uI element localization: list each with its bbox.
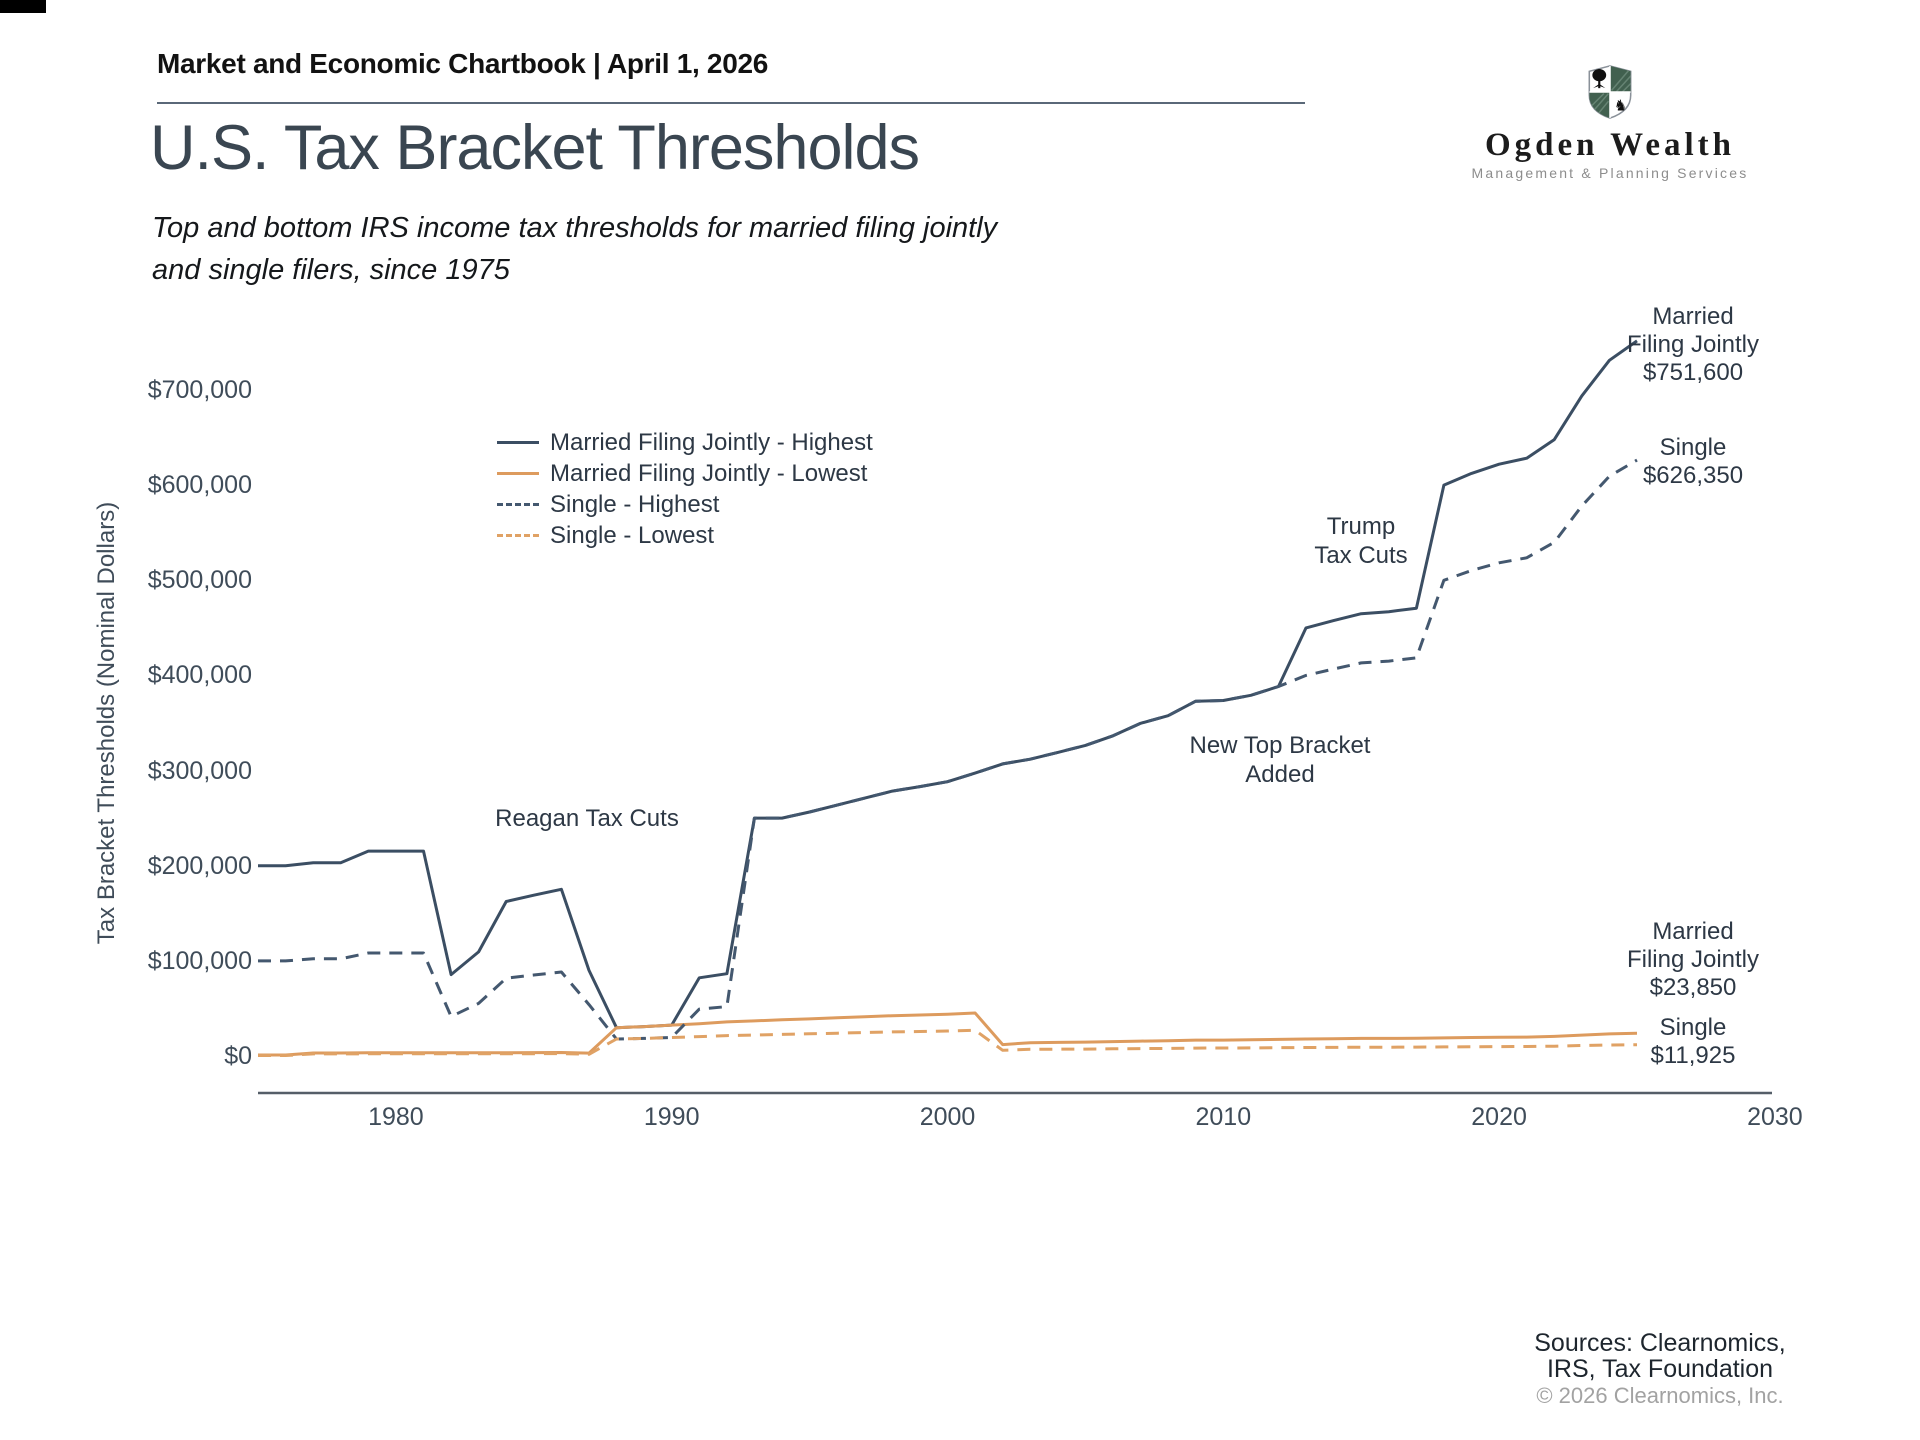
annotation-new-top-bracket: New Top Bracket Added [1120,731,1440,789]
y-tick-label: $100,000 [147,946,252,975]
sources-line2: IRS, Tax Foundation [1546,1355,1774,1383]
end-value-mfj-highest: $751,600 [1642,359,1744,386]
legend-label: Married Filing Jointly - Highest [550,428,873,456]
legend-label: Single - Highest [550,490,720,518]
y-axis-title: Tax Bracket Thresholds (Nominal Dollars) [93,501,120,945]
end-label-mfj-highest: Married Filing Jointly $751,600 [1583,303,1803,387]
y-tick-label: $300,000 [147,756,252,785]
legend-swatch-dashed-orange-icon [497,534,539,537]
legend-swatch-solid-navy-icon [497,441,539,444]
legend-label: Single - Lowest [550,521,715,549]
y-tick-label: $700,000 [147,375,252,404]
sources-block: Sources: Clearnomics, IRS, Tax Foundatio… [1500,1330,1820,1409]
sources-line1: Sources: Clearnomics, [1534,1329,1786,1357]
chart-legend: Married Filing Jointly - Highest Married… [497,427,873,551]
end-value-mfj-lowest: $23,850 [1649,974,1737,1001]
x-tick-label: 1980 [368,1103,424,1131]
x-tick-label: 2030 [1747,1103,1803,1131]
y-tick-label: $400,000 [147,661,252,690]
y-tick-label: $600,000 [147,471,252,500]
y-tick-label: $200,000 [147,851,252,880]
page-title: U.S. Tax Bracket Thresholds [150,113,920,183]
logo-shield-icon: ♞ [1588,65,1632,119]
legend-row-single-highest: Single - Highest [497,489,873,520]
x-tick-label: 1990 [643,1103,700,1131]
logo-lion-glyph: ♞ [1614,96,1628,114]
x-tick-label: 2010 [1195,1103,1252,1131]
end-label-mfj-lowest: Married Filing Jointly $23,850 [1583,918,1803,1002]
page-subtitle: Top and bottom IRS income tax thresholds… [152,207,997,291]
end-label-single-highest: Single $626,350 [1583,434,1803,490]
series-line-married-filing-jointly-highest [258,339,1638,1030]
y-tick-label: $500,000 [147,566,252,595]
company-logo: ♞ Ogden Wealth Management & Planning Ser… [1455,64,1765,181]
logo-tagline: Management & Planning Services [1471,165,1749,181]
annotation-trump-tax-cuts-line2: Tax Cuts [1314,542,1408,569]
chartbook-header: Market and Economic Chartbook | April 1,… [157,48,769,79]
series-line-married-filing-jointly-lowest [258,1011,1638,1057]
logo-name: Ogden Wealth [1484,127,1735,163]
series-line-single-highest [258,458,1638,1041]
annotation-reagan-tax-cuts: Reagan Tax Cuts [495,805,679,832]
legend-row-mfj-lowest: Married Filing Jointly - Lowest [497,458,873,489]
page-subtitle-line2: and single filers, since 1975 [152,254,510,286]
legend-swatch-dashed-navy-icon [497,503,539,506]
end-label-single-lowest: Single $11,925 [1583,1014,1803,1070]
annotation-new-top-bracket-line1: New Top Bracket [1189,732,1371,759]
legend-row-single-lowest: Single - Lowest [497,520,873,551]
legend-swatch-solid-orange-icon [497,472,539,475]
screen-corner-artifact [0,0,46,13]
end-value-single-highest: $626,350 [1642,462,1744,489]
x-tick-label: 2020 [1471,1103,1527,1131]
x-tick-label: 2000 [919,1103,976,1131]
annotation-new-top-bracket-line2: Added [1245,761,1315,788]
series-line-single-lowest [258,1028,1638,1057]
page-subtitle-line1: Top and bottom IRS income tax thresholds… [152,212,998,244]
series-lines-group [258,339,1638,1057]
legend-label: Married Filing Jointly - Lowest [550,459,868,487]
end-value-single-lowest: $11,925 [1650,1042,1736,1069]
copyright-line: © 2026 Clearnomics, Inc. [1536,1383,1784,1408]
legend-row-mfj-highest: Married Filing Jointly - Highest [497,427,873,458]
header-divider [157,102,1305,104]
annotation-trump-tax-cuts-line1: Trump [1326,513,1396,540]
logo-tree-glyph [1592,69,1607,89]
y-tick-label: $0 [224,1042,252,1070]
annotation-trump-tax-cuts: Trump Tax Cuts [1261,512,1461,570]
